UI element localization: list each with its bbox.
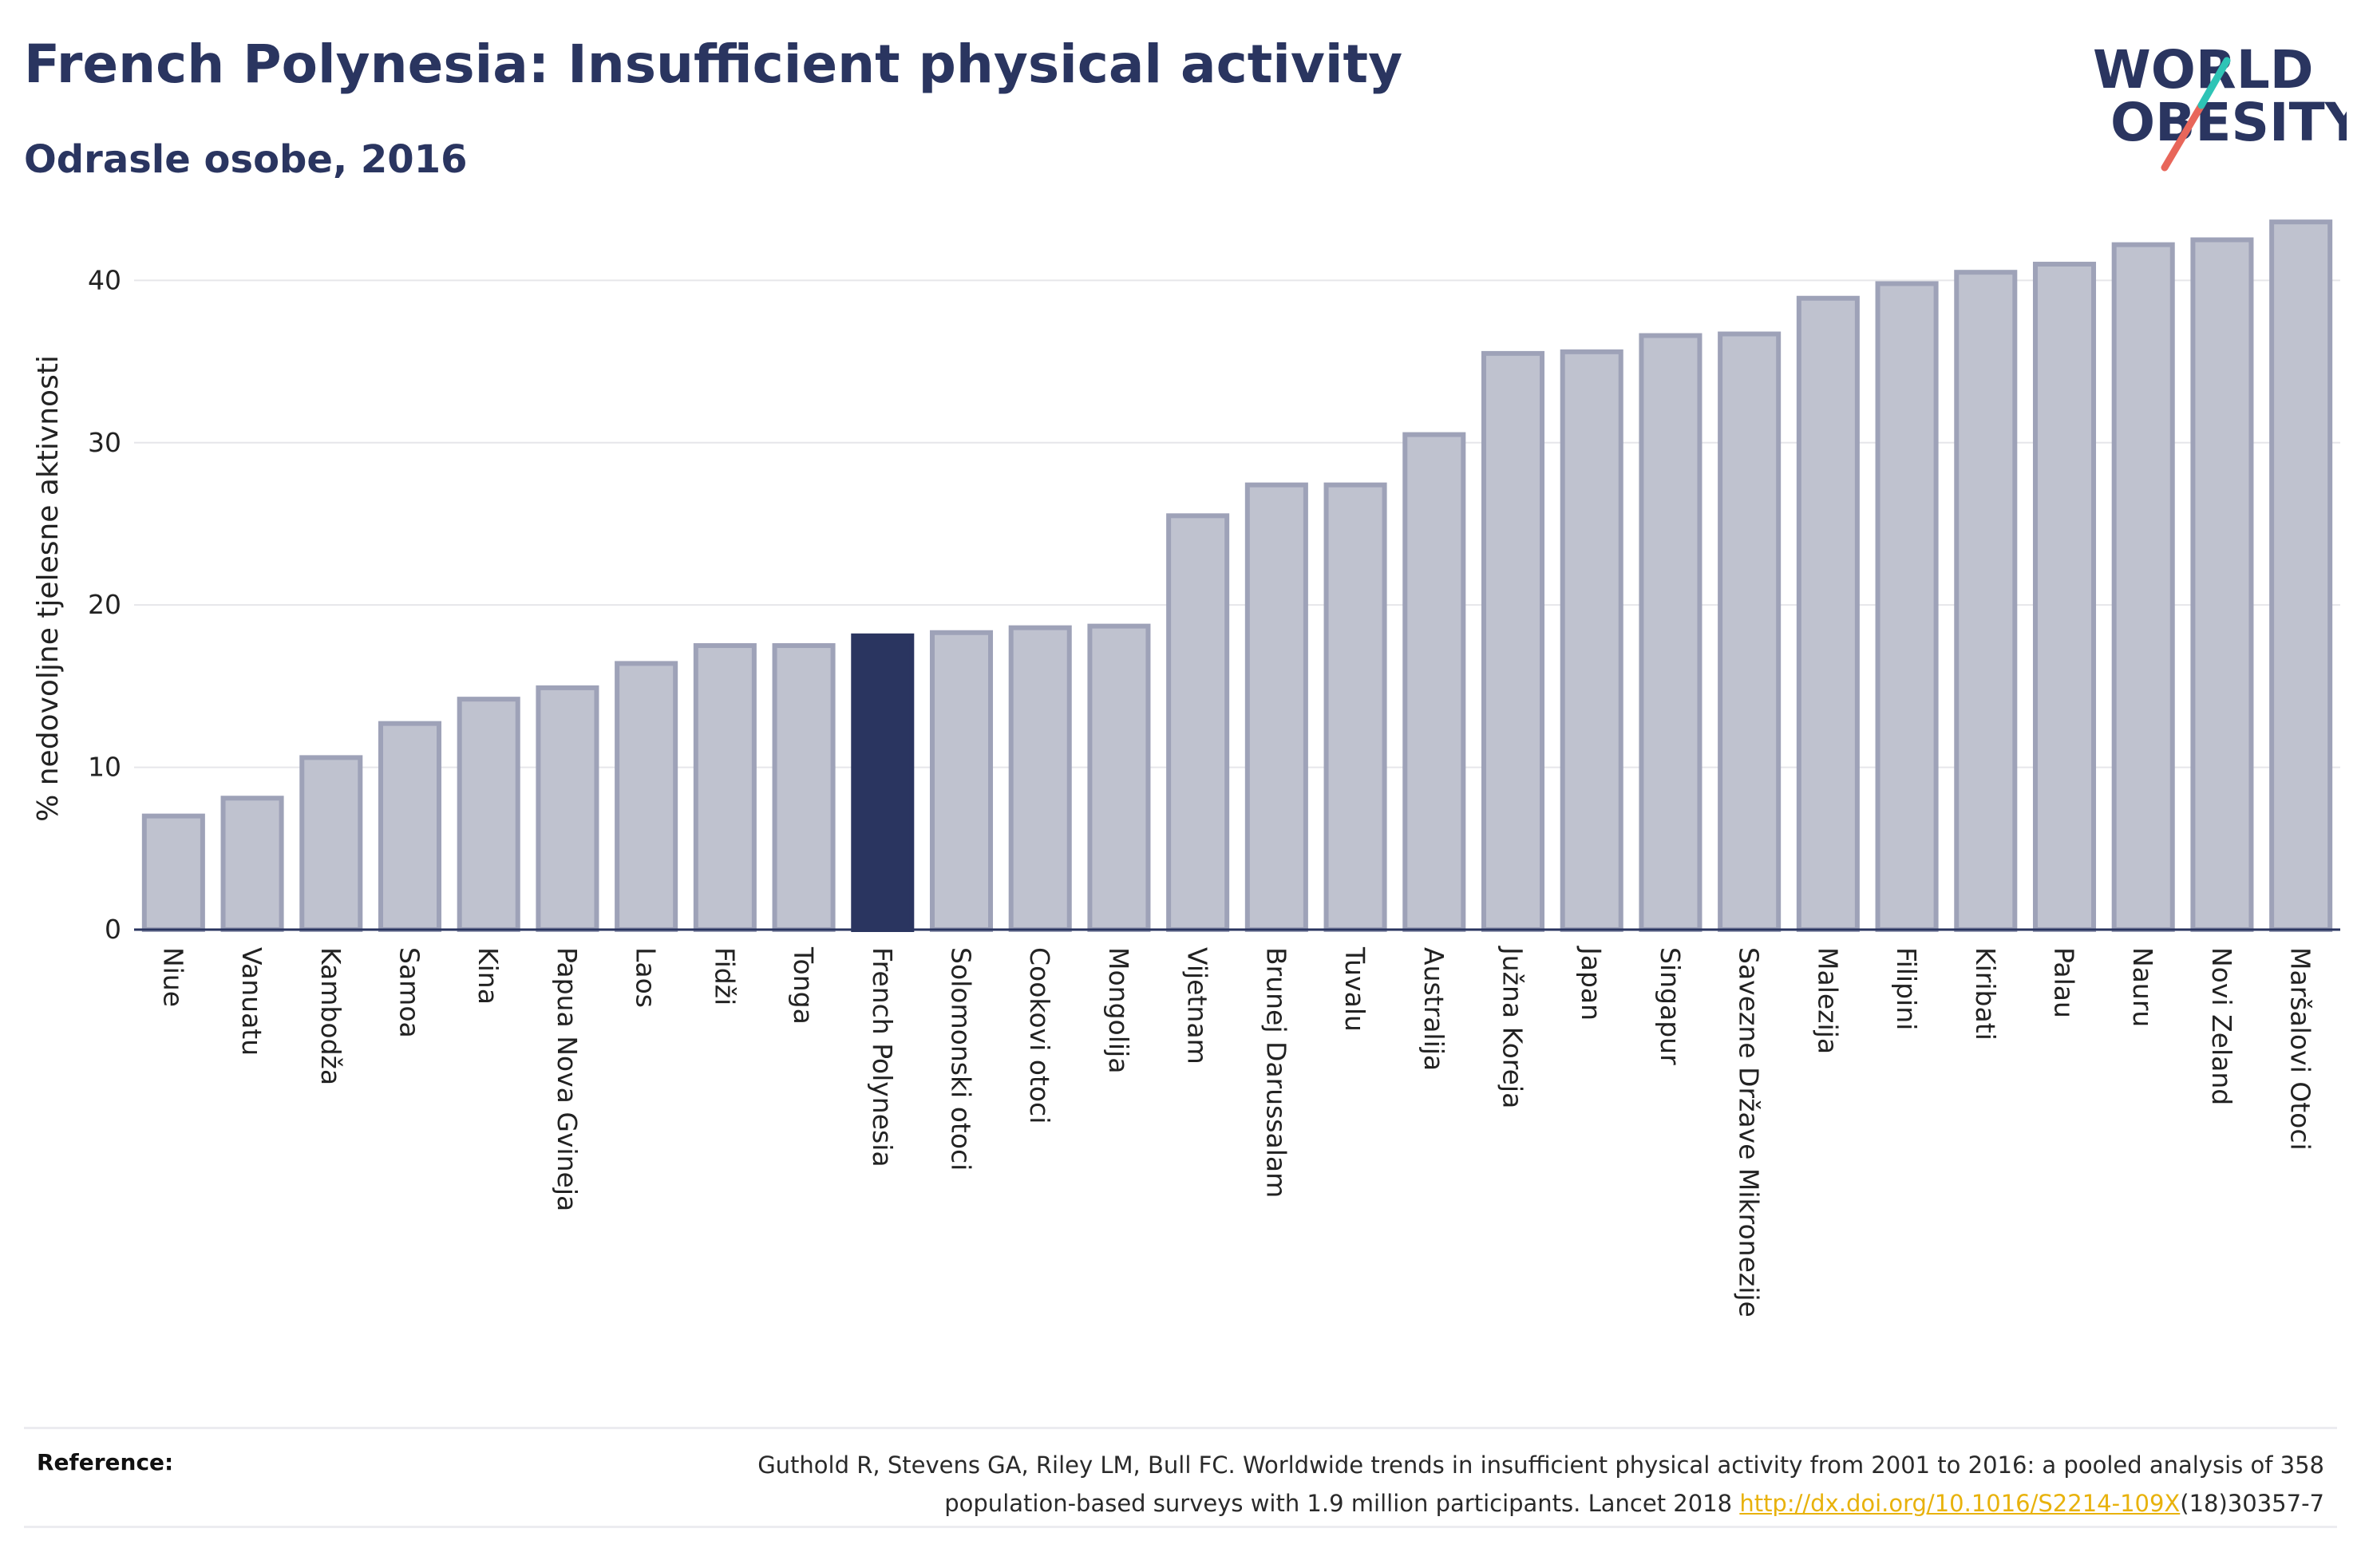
x-tick-label: Južna Koreja (1497, 946, 1529, 1108)
bar (1560, 349, 1623, 932)
chart-subtitle: Odrasle osobe, 2016 (24, 137, 468, 182)
bar (378, 721, 442, 933)
bar (2269, 219, 2333, 932)
reference-top-divider (24, 1427, 2337, 1429)
y-tick-label: 30 (88, 427, 121, 458)
bar (929, 630, 994, 932)
x-tick-label: Kina (473, 947, 504, 1005)
y-tick-label: 10 (88, 752, 121, 783)
x-tick-label: Laos (631, 947, 662, 1008)
bar (2190, 237, 2254, 932)
bar (1639, 333, 1703, 933)
x-tick-label: Filipini (1891, 947, 1922, 1030)
bar (299, 755, 363, 932)
bar (1954, 270, 2018, 932)
y-tick-label: 0 (105, 914, 121, 945)
logo-line1: WORLD (2093, 39, 2314, 101)
x-tick-label: Palau (2049, 947, 2080, 1018)
x-tick-label: Australija (1418, 947, 1449, 1071)
bar (2111, 242, 2175, 932)
bar (2032, 262, 2097, 933)
x-tick-label: Vijetnam (1182, 947, 1213, 1064)
world-obesity-logo: WORLD OBESITY (2093, 39, 2347, 172)
x-tick-label: Kiribati (1970, 947, 2001, 1041)
x-tick-label: French Polynesia (867, 947, 898, 1167)
bar (1481, 350, 1545, 933)
bar (693, 643, 757, 933)
bar (1402, 432, 1466, 932)
bar-chart: 0 10 20 30 40 % nedovoljne tjelesne aktivnost… (32, 219, 2340, 1317)
x-tick-label: Samoa (394, 947, 425, 1038)
bar (1166, 513, 1230, 932)
bar (772, 643, 836, 933)
x-tick-label: Maršalovi Otoci (2285, 947, 2316, 1151)
x-tick-label: Kambodža (315, 947, 346, 1085)
logo-line2: OBESITY (2110, 92, 2347, 153)
y-tick-label: 40 (88, 264, 121, 295)
x-tick-label: Tuvalu (1339, 946, 1370, 1032)
reference-line2-tail: (18)30357-7 (2180, 1490, 2324, 1517)
reference-text: Guthold R, Stevens GA, Riley LM, Bull FC… (488, 1446, 2324, 1523)
x-tick-label: Cookovi otoci (1024, 947, 1055, 1124)
x-tick-label: Niue (157, 947, 188, 1007)
bar (220, 796, 284, 933)
bar (1244, 482, 1308, 932)
bar (1718, 331, 1782, 932)
x-tick-label: Savezne Države Mikronezije (1734, 947, 1765, 1317)
x-tick-label: Fidži (709, 947, 740, 1005)
bar (1323, 482, 1387, 932)
x-tick-label: Malezija (1812, 947, 1843, 1054)
reference-doi-link[interactable]: http://dx.doi.org/10.1016/S2214-109X (1739, 1490, 2181, 1517)
reference-line1: Guthold R, Stevens GA, Riley LM, Bull FC… (757, 1451, 2324, 1479)
bar (457, 697, 520, 933)
x-tick-label: Papua Nova Gvineja (552, 947, 583, 1211)
bar (1008, 625, 1072, 933)
reference-bottom-divider (24, 1526, 2337, 1528)
bar (1087, 623, 1151, 932)
chart-title: French Polynesia: Insufficient physical … (24, 34, 1403, 95)
x-tick-label: Solomonski otoci (946, 947, 977, 1171)
x-tick-label: Novi Zeland (2206, 947, 2237, 1105)
bar (536, 685, 599, 933)
x-tick-label: Nauru (2127, 947, 2158, 1027)
x-tick-label: Mongolija (1103, 947, 1134, 1073)
reference-label: Reference: (37, 1449, 174, 1475)
x-tick-label: Japan (1576, 946, 1607, 1021)
bar (141, 813, 205, 933)
x-tick-label: Tonga (788, 946, 819, 1025)
x-tick-label: Singapur (1655, 947, 1686, 1065)
x-tick-label: Vanuatu (236, 947, 267, 1056)
bar (615, 661, 678, 933)
reference-line2: population-based surveys with 1.9 millio… (944, 1490, 1740, 1517)
y-axis-title: % nedovoljne tjelesne aktivnosti (32, 355, 65, 822)
bar-highlighted (851, 633, 915, 932)
y-tick-label: 20 (88, 589, 121, 620)
x-tick-label: Brunej Darussalam (1260, 947, 1291, 1198)
bar (1796, 295, 1860, 932)
bar (1875, 281, 1939, 932)
